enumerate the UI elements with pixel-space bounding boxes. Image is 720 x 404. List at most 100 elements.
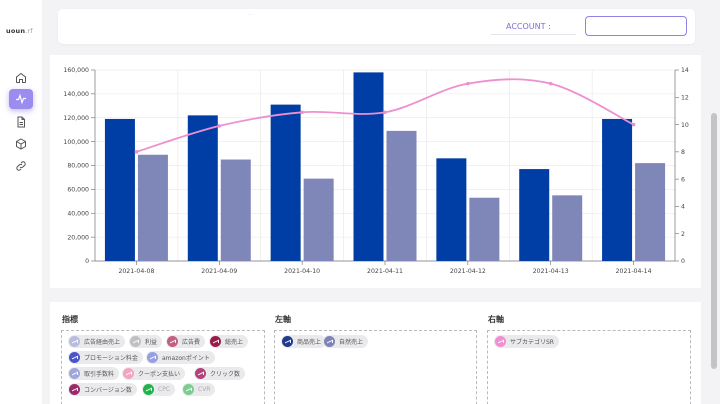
x-tick-label: 2021-04-08	[118, 268, 154, 275]
chip-chart-icon	[195, 368, 206, 379]
y-right-tick-label: 14	[681, 67, 689, 74]
y-left-tick-label: 140,000	[63, 91, 89, 98]
header-card: ... ACCOUNT :	[58, 9, 695, 44]
nav-package[interactable]	[9, 134, 33, 154]
metric-chip[interactable]: 広告経由売上	[68, 335, 126, 348]
metric-chip[interactable]: 広告費	[166, 335, 206, 348]
logo-text: uoun	[6, 27, 26, 35]
bar-organic-sales	[137, 154, 168, 261]
y-right-tick-label: 12	[681, 94, 689, 101]
left-axis-panel-title: 左軸	[275, 315, 291, 324]
chip-chart-icon	[123, 368, 134, 379]
metric-chip[interactable]: CVR	[182, 383, 216, 396]
combo-chart: 0 20,000 40,000 60,000 80,000 100,000 120,000 1…	[63, 67, 689, 275]
nav-link[interactable]	[9, 156, 33, 176]
app-logo[interactable]: uoun.rf	[6, 27, 33, 35]
line-point-subcategory-sr	[631, 122, 636, 127]
metrics-panel-title: 指標	[62, 315, 78, 324]
chip-label: 利益	[145, 339, 158, 346]
link-icon	[16, 161, 26, 171]
right-axis-panel-title: 右軸	[488, 315, 504, 324]
bar-organic-sales	[469, 197, 500, 261]
right-axis-drop-area[interactable]: サブカテゴリSR	[487, 330, 691, 404]
activity-icon	[16, 93, 26, 105]
x-tick-label: 2021-04-14	[616, 268, 652, 275]
sidebar: uoun.rf	[0, 0, 42, 404]
y-right-tick-label: 4	[681, 204, 685, 211]
chip-chart-icon	[167, 336, 178, 347]
x-tick-label: 2021-04-09	[201, 268, 237, 275]
chip-label: コンバージョン数	[84, 387, 132, 394]
metrics-drop-area[interactable]: 広告経由売上 利益 広告費 総売上プロモーション料金 amazonポイント取引手数料 クー…	[61, 330, 265, 404]
y-right-tick-label: 10	[681, 122, 689, 129]
chip-chart-icon	[324, 336, 335, 347]
chip-label: クリック数	[210, 371, 241, 378]
nav-activity[interactable]	[9, 89, 33, 109]
line-point-subcategory-sr	[134, 150, 139, 154]
y-left-tick-label: 120,000	[63, 115, 89, 122]
bar-organic-sales	[303, 178, 334, 261]
page-scrollbar[interactable]	[709, 0, 720, 404]
metric-chip[interactable]: 商品売上	[281, 335, 327, 348]
line-point-subcategory-sr	[383, 110, 387, 115]
y-right-tick-label: 6	[681, 176, 685, 183]
metric-chip[interactable]: プロモーション料金	[68, 351, 143, 364]
account-input[interactable]	[585, 16, 687, 36]
metric-chip[interactable]: 自然売上	[323, 335, 369, 348]
chip-chart-icon	[282, 336, 293, 347]
line-point-subcategory-sr	[466, 81, 470, 86]
x-tick-label: 2021-04-12	[450, 268, 486, 275]
scrollbar-thumb[interactable]	[711, 113, 717, 369]
bar-product-sales	[519, 169, 550, 261]
metric-chip[interactable]: amazonポイント	[146, 351, 215, 364]
y-left-tick-label: 0	[85, 258, 89, 265]
y-left-tick-label: 20,000	[67, 234, 89, 241]
chip-chart-icon	[210, 336, 221, 347]
nav-document[interactable]	[9, 112, 33, 132]
metric-chip[interactable]: 取引手数料	[68, 367, 120, 380]
account-label: ACCOUNT :	[491, 18, 576, 35]
metric-chip[interactable]: コンバージョン数	[68, 383, 137, 396]
chip-chart-icon	[130, 336, 141, 347]
metric-chip[interactable]: 総売上	[209, 335, 249, 348]
metric-chip[interactable]: クリック数	[194, 367, 246, 380]
y-left-tick-label: 40,000	[67, 210, 89, 217]
y-right-tick-label: 0	[681, 258, 685, 265]
metric-chip[interactable]: クーポン支払い	[122, 367, 186, 380]
y-left-tick-label: 100,000	[63, 139, 89, 146]
package-icon	[16, 138, 26, 150]
chip-label: amazonポイント	[162, 355, 210, 362]
home-icon	[16, 72, 26, 83]
line-point-subcategory-sr	[300, 110, 304, 115]
chip-label: 取引手数料	[84, 371, 115, 378]
bar-organic-sales	[386, 130, 417, 261]
y-left-tick-label: 60,000	[67, 187, 89, 194]
y-left-tick-label: 80,000	[67, 163, 89, 170]
chip-chart-icon	[143, 384, 154, 395]
bar-product-sales	[187, 115, 218, 261]
bar-organic-sales	[635, 163, 666, 261]
chip-label: 商品売上	[297, 339, 322, 346]
chip-chart-icon	[69, 336, 80, 347]
settings-card: 指標 左軸 右軸 広告経由売上 利益 広告費 総売上プロモーション料金 amazonポイ…	[50, 302, 701, 404]
bar-product-sales	[353, 72, 384, 261]
nav-home[interactable]	[9, 68, 33, 88]
line-point-subcategory-sr	[548, 81, 553, 86]
chip-label: プロモーション料金	[84, 355, 138, 362]
bar-product-sales	[602, 118, 633, 261]
chip-chart-icon	[69, 384, 80, 395]
metric-chip[interactable]: サブカテゴリSR	[494, 335, 559, 348]
metric-chip[interactable]: CPC	[142, 383, 175, 396]
line-point-subcategory-sr	[217, 124, 222, 128]
chip-chart-icon	[147, 352, 158, 363]
left-axis-drop-area[interactable]: 商品売上 自然売上	[274, 330, 477, 404]
y-left-tick-label: 160,000	[63, 67, 89, 74]
bar-organic-sales	[220, 159, 251, 261]
chip-label: CVR	[198, 386, 211, 393]
chip-label: 広告経由売上	[84, 339, 121, 346]
x-tick-label: 2021-04-10	[284, 268, 320, 275]
bar-organic-sales	[552, 195, 583, 261]
metric-chip[interactable]: 利益	[129, 335, 163, 348]
chip-chart-icon	[183, 384, 194, 395]
chip-label: 自然売上	[339, 339, 364, 346]
